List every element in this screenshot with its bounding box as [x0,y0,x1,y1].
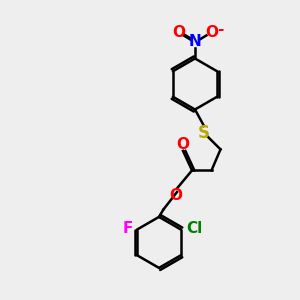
Text: O: O [205,26,218,40]
Text: S: S [198,124,210,142]
Text: N: N [189,34,201,50]
Text: -: - [217,22,224,38]
Text: O: O [172,26,185,40]
Text: O: O [169,188,182,202]
Text: Cl: Cl [187,221,203,236]
Text: O: O [176,137,190,152]
Text: F: F [122,221,133,236]
